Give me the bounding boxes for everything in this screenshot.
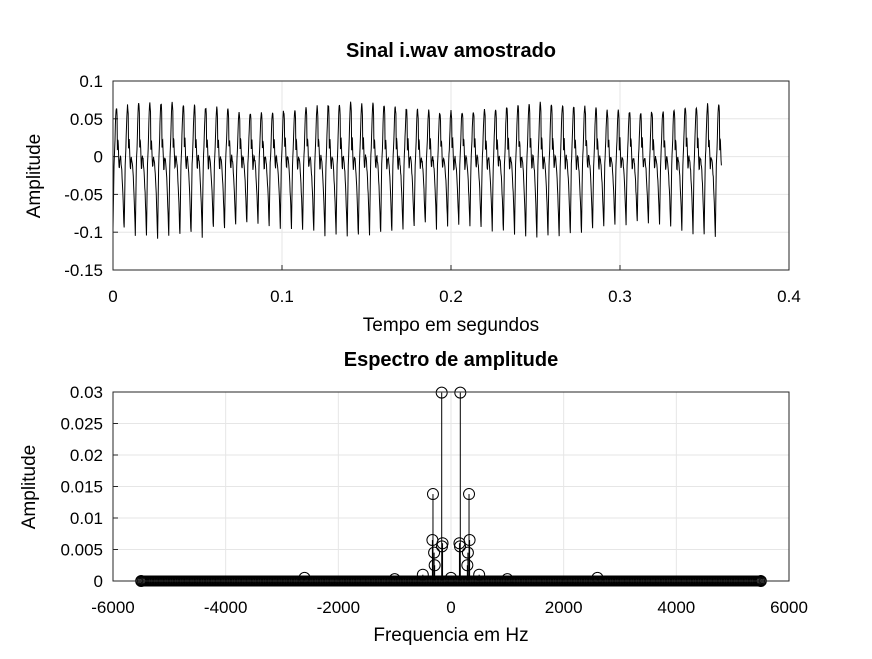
spectrum-plot-ylabel: Amplitude xyxy=(19,445,40,530)
spectrum-plot-ytick-label: 0.015 xyxy=(60,478,103,497)
spectrum-stem-marker xyxy=(473,568,486,581)
spectrum-plot-ticks: -6000 -4000 -2000 0 2000 4000 6000 0.03 0.025 0.0… xyxy=(60,383,807,617)
spectrum-plot-xtick-label: 4000 xyxy=(657,598,695,617)
signal-plot-xtick-label: 0 xyxy=(108,287,117,306)
spectrum-plot-ytick-label: 0 xyxy=(94,572,103,591)
signal-plot-ylabel: Amplitude xyxy=(24,134,45,219)
spectrum-stem-marker xyxy=(463,534,476,547)
spectrum-plot-ytick-label: 0.03 xyxy=(70,383,103,402)
spectrum-stem-marker xyxy=(445,571,457,584)
signal-series-line xyxy=(112,101,722,239)
spectrum-stem-marker xyxy=(426,488,439,501)
spectrum-plot-title: Espectro de amplitude xyxy=(344,349,559,371)
spectrum-plot-ytick-label: 0.025 xyxy=(60,415,103,434)
spectrum-stem-marker xyxy=(416,568,429,581)
spectrum-stem-marker xyxy=(428,546,441,559)
spectrum-stem-marker xyxy=(463,488,476,501)
spectrum-stem-marker xyxy=(388,573,401,586)
signal-plot-ticks: 0 0.1 0.2 0.3 0.4 0.1 0.05 0 -0.05 -0.1 -0.15 xyxy=(64,72,801,306)
spectrum-plot-xtick-label: 0 xyxy=(446,598,455,617)
signal-plot-ytick-label: -0.05 xyxy=(64,185,103,204)
spectrum-plot: Espectro de amplitude Frequencia em Hz A… xyxy=(19,349,808,646)
signal-plot-ytick-label: 0.05 xyxy=(70,110,103,129)
spectrum-stem-marker xyxy=(298,571,311,584)
signal-plot-ytick-label: -0.15 xyxy=(64,261,103,280)
signal-plot-xtick-label: 0.3 xyxy=(608,287,632,306)
spectrum-stem-marker xyxy=(454,386,467,399)
spectrum-plot-xtick-label: -4000 xyxy=(204,598,247,617)
spectrum-stem-marker xyxy=(501,573,514,586)
signal-plot-xlabel: Tempo em segundos xyxy=(363,315,539,336)
signal-plot-data xyxy=(112,101,722,239)
signal-plot-ytick-label: 0.1 xyxy=(79,72,103,91)
signal-plot-xtick-label: 0.2 xyxy=(439,287,463,306)
signal-plot-title: Sinal i.wav amostrado xyxy=(346,40,556,62)
spectrum-stem-marker xyxy=(435,386,448,399)
spectrum-plot-xlabel: Frequencia em Hz xyxy=(373,625,528,646)
spectrum-plot-xtick-label: -2000 xyxy=(317,598,360,617)
spectrum-plot-xtick-label: 6000 xyxy=(770,598,808,617)
signal-plot-ytick-label: -0.1 xyxy=(74,223,103,242)
signal-plot-xtick-label: 0.1 xyxy=(270,287,294,306)
spectrum-stem-marker xyxy=(591,571,604,584)
spectrum-plot-xtick-label: -6000 xyxy=(91,598,134,617)
spectrum-stem-marker xyxy=(461,546,474,559)
signal-plot-xtick-label: 0.4 xyxy=(777,287,801,306)
signal-plot-axes-box xyxy=(112,80,790,271)
spectrum-plot-axes-box xyxy=(112,391,790,582)
spectrum-plot-xtick-label: 2000 xyxy=(545,598,583,617)
signal-plot-ytick-label: 0 xyxy=(94,148,103,167)
spectrum-plot-ytick-label: 0.01 xyxy=(70,509,103,528)
spectrum-stem-marker xyxy=(428,559,441,572)
spectrum-stem-marker xyxy=(436,537,449,550)
spectrum-plot-ytick-label: 0.02 xyxy=(70,446,103,465)
spectrum-plot-ytick-label: 0.005 xyxy=(60,541,103,560)
signal-plot: Sinal i.wav amostrado Tempo em segundos … xyxy=(24,40,801,336)
spectrum-stem-marker xyxy=(461,559,474,572)
